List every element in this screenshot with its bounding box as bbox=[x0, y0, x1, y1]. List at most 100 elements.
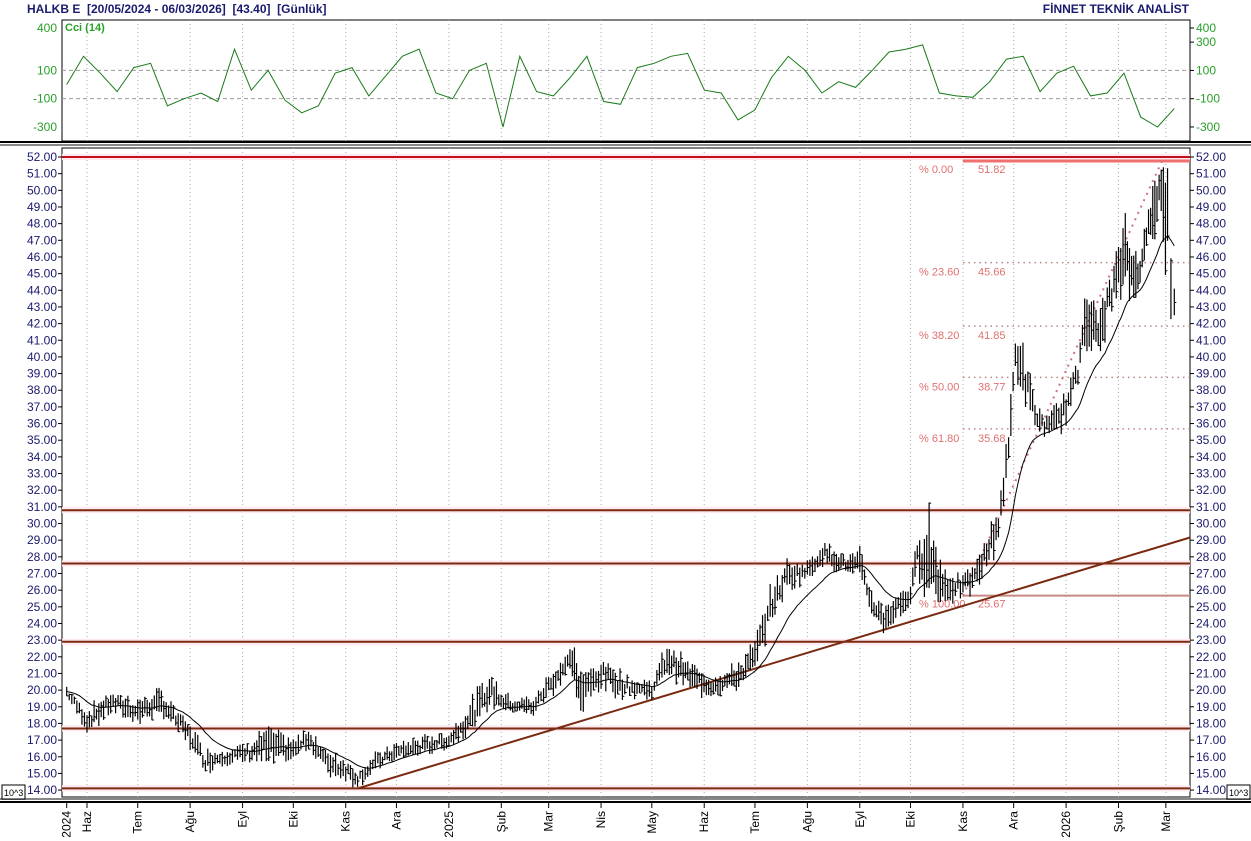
y-tick-label-right: 50.00 bbox=[1196, 183, 1226, 197]
fib-pct-label: % 38.20 bbox=[919, 330, 959, 342]
y-tick-label-right: 35.00 bbox=[1196, 433, 1226, 447]
y-tick-label-left: 22.00 bbox=[27, 650, 57, 664]
y-tick-label-left: 27.00 bbox=[27, 567, 57, 581]
y-tick-label-left: 23.00 bbox=[27, 633, 57, 647]
y-tick-label-right: 15.00 bbox=[1196, 766, 1226, 780]
x-tick-label: Nis bbox=[594, 811, 608, 828]
chart-header-title: HALKB E [20/05/2024 - 06/03/2026] [43.40… bbox=[27, 2, 327, 16]
last-price: [43.40] bbox=[232, 2, 271, 16]
x-tick-label: Ara bbox=[389, 811, 403, 830]
x-tick-label: Ara bbox=[1007, 811, 1021, 830]
y-tick-label-left: 47.00 bbox=[27, 233, 57, 247]
y-tick-label-left: 30.00 bbox=[27, 517, 57, 531]
scale-badge-text: 10^3 bbox=[1229, 788, 1248, 798]
y-tick-label-left: 18.00 bbox=[27, 716, 57, 730]
y-tick-label-left: 41.00 bbox=[27, 333, 57, 347]
cci-panel bbox=[61, 19, 1191, 142]
y-tick-label-right: 41.00 bbox=[1196, 333, 1226, 347]
y-tick-label-right: 42.00 bbox=[1196, 317, 1226, 331]
fib-pct-label: % 61.80 bbox=[919, 433, 959, 445]
y-tick-label-left: 19.00 bbox=[27, 700, 57, 714]
cci-tick-label-left: -100 bbox=[33, 92, 57, 106]
y-tick-label-right: 33.00 bbox=[1196, 467, 1226, 481]
y-tick-label-left: 28.00 bbox=[27, 550, 57, 564]
y-tick-label-right: 18.00 bbox=[1196, 716, 1226, 730]
y-tick-label-left: 44.00 bbox=[27, 283, 57, 297]
fib-value-label: 35.68 bbox=[978, 433, 1006, 445]
y-tick-label-right: 27.00 bbox=[1196, 567, 1226, 581]
y-tick-label-right: 45.00 bbox=[1196, 267, 1226, 281]
y-tick-label-left: 21.00 bbox=[27, 666, 57, 680]
x-tick-label: Şub bbox=[494, 811, 508, 833]
x-tick-label: Eki bbox=[904, 811, 918, 828]
y-tick-label-left: 15.00 bbox=[27, 766, 57, 780]
price-panel bbox=[61, 147, 1191, 798]
y-tick-label-left: 35.00 bbox=[27, 433, 57, 447]
y-tick-label-right: 47.00 bbox=[1196, 233, 1226, 247]
x-tick-label: Ağu bbox=[800, 811, 814, 832]
x-tick-label: Mar bbox=[542, 811, 556, 832]
y-tick-label-left: 43.00 bbox=[27, 300, 57, 314]
cci-tick-label-right: 100 bbox=[1196, 63, 1216, 77]
scale-badge-text: 10^3 bbox=[4, 788, 23, 798]
y-tick-label-right: 30.00 bbox=[1196, 517, 1226, 531]
cci-tick-label-right: 400 bbox=[1196, 21, 1216, 35]
y-tick-label-left: 34.00 bbox=[27, 450, 57, 464]
y-tick-label-left: 48.00 bbox=[27, 217, 57, 231]
fib-value-label: 45.66 bbox=[978, 267, 1006, 279]
scale-badge-right bbox=[1226, 784, 1251, 800]
y-tick-label-left: 40.00 bbox=[27, 350, 57, 364]
cci-tick-label-right: 300 bbox=[1196, 35, 1216, 49]
y-tick-label-right: 36.00 bbox=[1196, 417, 1226, 431]
y-tick-label-right: 14.00 bbox=[1196, 783, 1226, 797]
y-tick-label-right: 31.00 bbox=[1196, 500, 1226, 514]
trendline bbox=[357, 536, 1191, 790]
y-tick-label-left: 45.00 bbox=[27, 267, 57, 281]
y-tick-label-right: 48.00 bbox=[1196, 217, 1226, 231]
y-tick-label-right: 52.00 bbox=[1196, 150, 1226, 164]
moving-average-line bbox=[66, 234, 1175, 769]
date-range: [20/05/2024 - 06/03/2026] bbox=[87, 2, 226, 16]
y-tick-label-right: 16.00 bbox=[1196, 750, 1226, 764]
y-tick-label-right: 25.00 bbox=[1196, 600, 1226, 614]
y-tick-label-right: 26.00 bbox=[1196, 583, 1226, 597]
y-tick-label-right: 29.00 bbox=[1196, 533, 1226, 547]
cci-tick-label-right: -100 bbox=[1196, 92, 1220, 106]
x-tick-label: Tem bbox=[131, 811, 145, 834]
cci-tick-label-left: 100 bbox=[37, 63, 57, 77]
y-tick-label-right: 17.00 bbox=[1196, 733, 1226, 747]
x-tick-label: Eyl bbox=[853, 811, 867, 828]
y-tick-label-right: 38.00 bbox=[1196, 383, 1226, 397]
x-tick-label: Eki bbox=[286, 811, 300, 828]
brand-label: FİNNET TEKNİK ANALİST bbox=[1042, 2, 1189, 16]
y-tick-label-right: 34.00 bbox=[1196, 450, 1226, 464]
y-tick-label-right: 24.00 bbox=[1196, 616, 1226, 630]
fib-pct-label: % 0.00 bbox=[919, 164, 953, 176]
y-tick-label-right: 22.00 bbox=[1196, 650, 1226, 664]
y-tick-label-left: 42.00 bbox=[27, 317, 57, 331]
y-tick-label-right: 23.00 bbox=[1196, 633, 1226, 647]
y-tick-label-left: 20.00 bbox=[27, 683, 57, 697]
cci-tick-label-right: -300 bbox=[1196, 120, 1220, 134]
x-tick-label: Şub bbox=[1112, 811, 1126, 833]
y-tick-label-left: 37.00 bbox=[27, 400, 57, 414]
y-tick-label-left: 14.00 bbox=[27, 783, 57, 797]
period: [Günlük] bbox=[277, 2, 327, 16]
y-tick-label-right: 21.00 bbox=[1196, 666, 1226, 680]
fib-value-label: 51.82 bbox=[978, 164, 1006, 176]
y-tick-label-left: 36.00 bbox=[27, 417, 57, 431]
y-tick-label-left: 26.00 bbox=[27, 583, 57, 597]
fib-value-label: 25.67 bbox=[978, 599, 1006, 611]
cci-tick-label-left: 400 bbox=[37, 21, 57, 35]
y-tick-label-left: 33.00 bbox=[27, 467, 57, 481]
cci-title: Cci (14) bbox=[65, 22, 105, 34]
y-tick-label-left: 39.00 bbox=[27, 367, 57, 381]
y-tick-label-left: 38.00 bbox=[27, 383, 57, 397]
y-tick-label-left: 24.00 bbox=[27, 616, 57, 630]
y-tick-label-left: 16.00 bbox=[27, 750, 57, 764]
y-tick-label-left: 25.00 bbox=[27, 600, 57, 614]
y-tick-label-right: 37.00 bbox=[1196, 400, 1226, 414]
y-tick-label-left: 32.00 bbox=[27, 483, 57, 497]
fib-diagonal bbox=[962, 159, 1164, 597]
